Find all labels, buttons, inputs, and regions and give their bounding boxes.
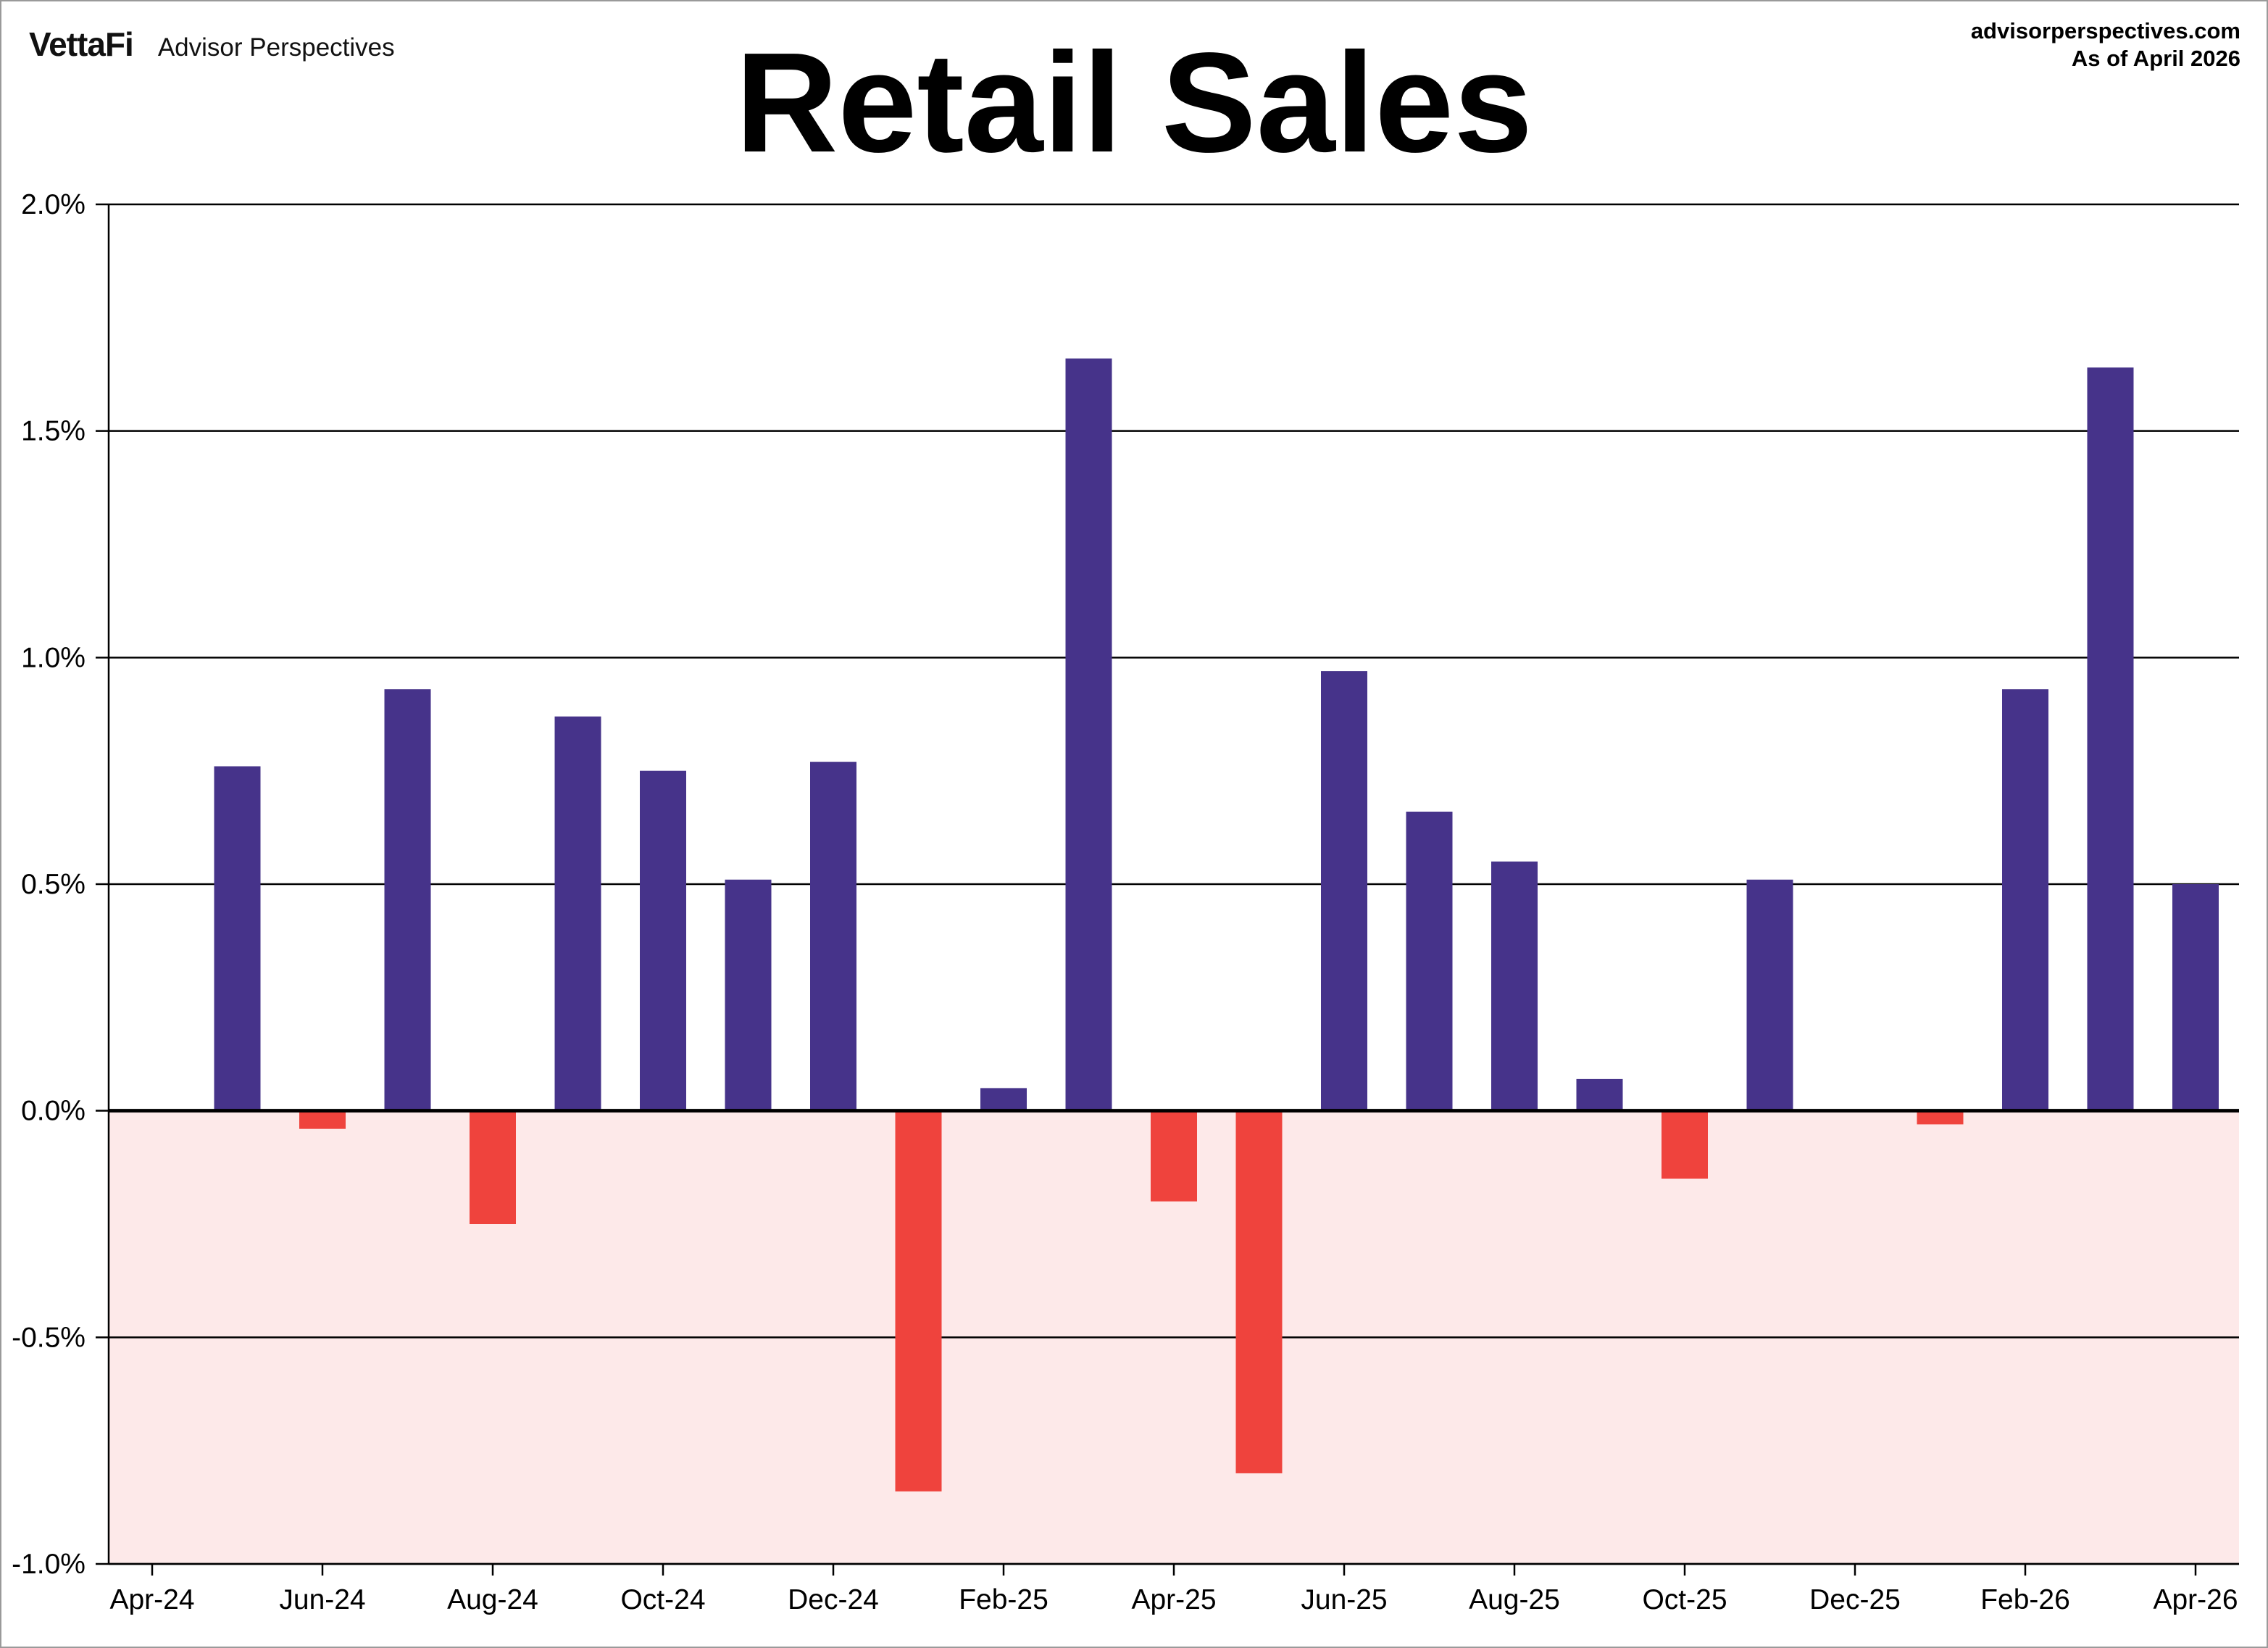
x-tick-label: Jun-25 [1301, 1584, 1387, 1615]
x-tick-label: Dec-25 [1809, 1584, 1901, 1615]
bar-Oct-24 [640, 770, 686, 1111]
x-axis: Apr-24 Jun-24 Aug-24 Oct-24 Dec-24 Feb-25 Apr-… [109, 1562, 2239, 1615]
bar-Nov-24 [725, 879, 772, 1111]
bar-Oct-25 [1662, 1110, 1708, 1179]
bar-May-25 [1235, 1110, 1283, 1473]
y-tick-label: 0.5% [21, 869, 86, 900]
brand-logo: VettaFi [29, 25, 134, 63]
x-tick-label: Apr-24 [109, 1584, 194, 1615]
bar-Mar-25 [1065, 358, 1112, 1111]
x-tick-label: Aug-25 [1469, 1584, 1560, 1615]
source-info: advisorperspectives.com As of April 2026 [1971, 17, 2240, 72]
y-tick-label: -1.0% [12, 1549, 86, 1580]
x-tick-label: Oct-24 [620, 1584, 705, 1615]
bar-Apr-26 [2172, 884, 2219, 1111]
y-axis: 2.0% 1.5% 1.0% 0.5% 0.0% -0.5% -1.0% [12, 189, 110, 1580]
y-tick-label: 1.0% [21, 642, 86, 673]
bar-Nov-25 [1746, 879, 1793, 1111]
bar-Jul-25 [1406, 811, 1453, 1111]
y-tick-label: 1.5% [21, 416, 86, 447]
bar-Jul-24 [384, 689, 431, 1111]
x-tick-label: Feb-25 [959, 1584, 1048, 1615]
brand-name: Advisor Perspectives [157, 33, 395, 62]
bar-Apr-25 [1151, 1110, 1197, 1202]
site-url: advisorperspectives.com [1970, 18, 2240, 43]
chart-title: Retail Sales [735, 23, 1533, 182]
bar-Sep-24 [554, 716, 601, 1111]
x-tick-label: Jun-24 [279, 1584, 365, 1615]
y-tick-label: 2.0% [21, 189, 86, 220]
bar-Jan-26 [1917, 1110, 1964, 1125]
x-tick-label: Apr-25 [1131, 1584, 1216, 1615]
x-tick-label: Feb-26 [1980, 1584, 2070, 1615]
y-tick-label: 0.0% [21, 1096, 86, 1127]
bar-Sep-25 [1576, 1078, 1623, 1111]
brand: VettaFi Advisor Perspectives [29, 25, 395, 64]
x-tick-label: Apr-26 [2153, 1584, 2238, 1615]
x-tick-label: Oct-25 [1642, 1584, 1727, 1615]
x-tick-label: Dec-24 [788, 1584, 879, 1615]
bar-Mar-26 [2087, 367, 2134, 1111]
x-tick-label: Aug-24 [447, 1584, 538, 1615]
as-of-date: As of April 2026 [2071, 46, 2240, 71]
gridlines [109, 203, 2239, 1565]
bar-Feb-25 [980, 1088, 1027, 1111]
y-tick-label: -0.5% [12, 1322, 86, 1353]
bar-Aug-25 [1491, 861, 1538, 1111]
bar-Jun-24 [299, 1110, 346, 1129]
bar-Jun-25 [1321, 671, 1367, 1111]
bar-May-24 [214, 766, 261, 1111]
bars [214, 358, 2219, 1491]
bar-Aug-24 [470, 1110, 516, 1224]
bar-Jan-25 [895, 1110, 942, 1491]
bar-Feb-26 [2002, 689, 2048, 1111]
bar-Dec-24 [810, 762, 856, 1111]
